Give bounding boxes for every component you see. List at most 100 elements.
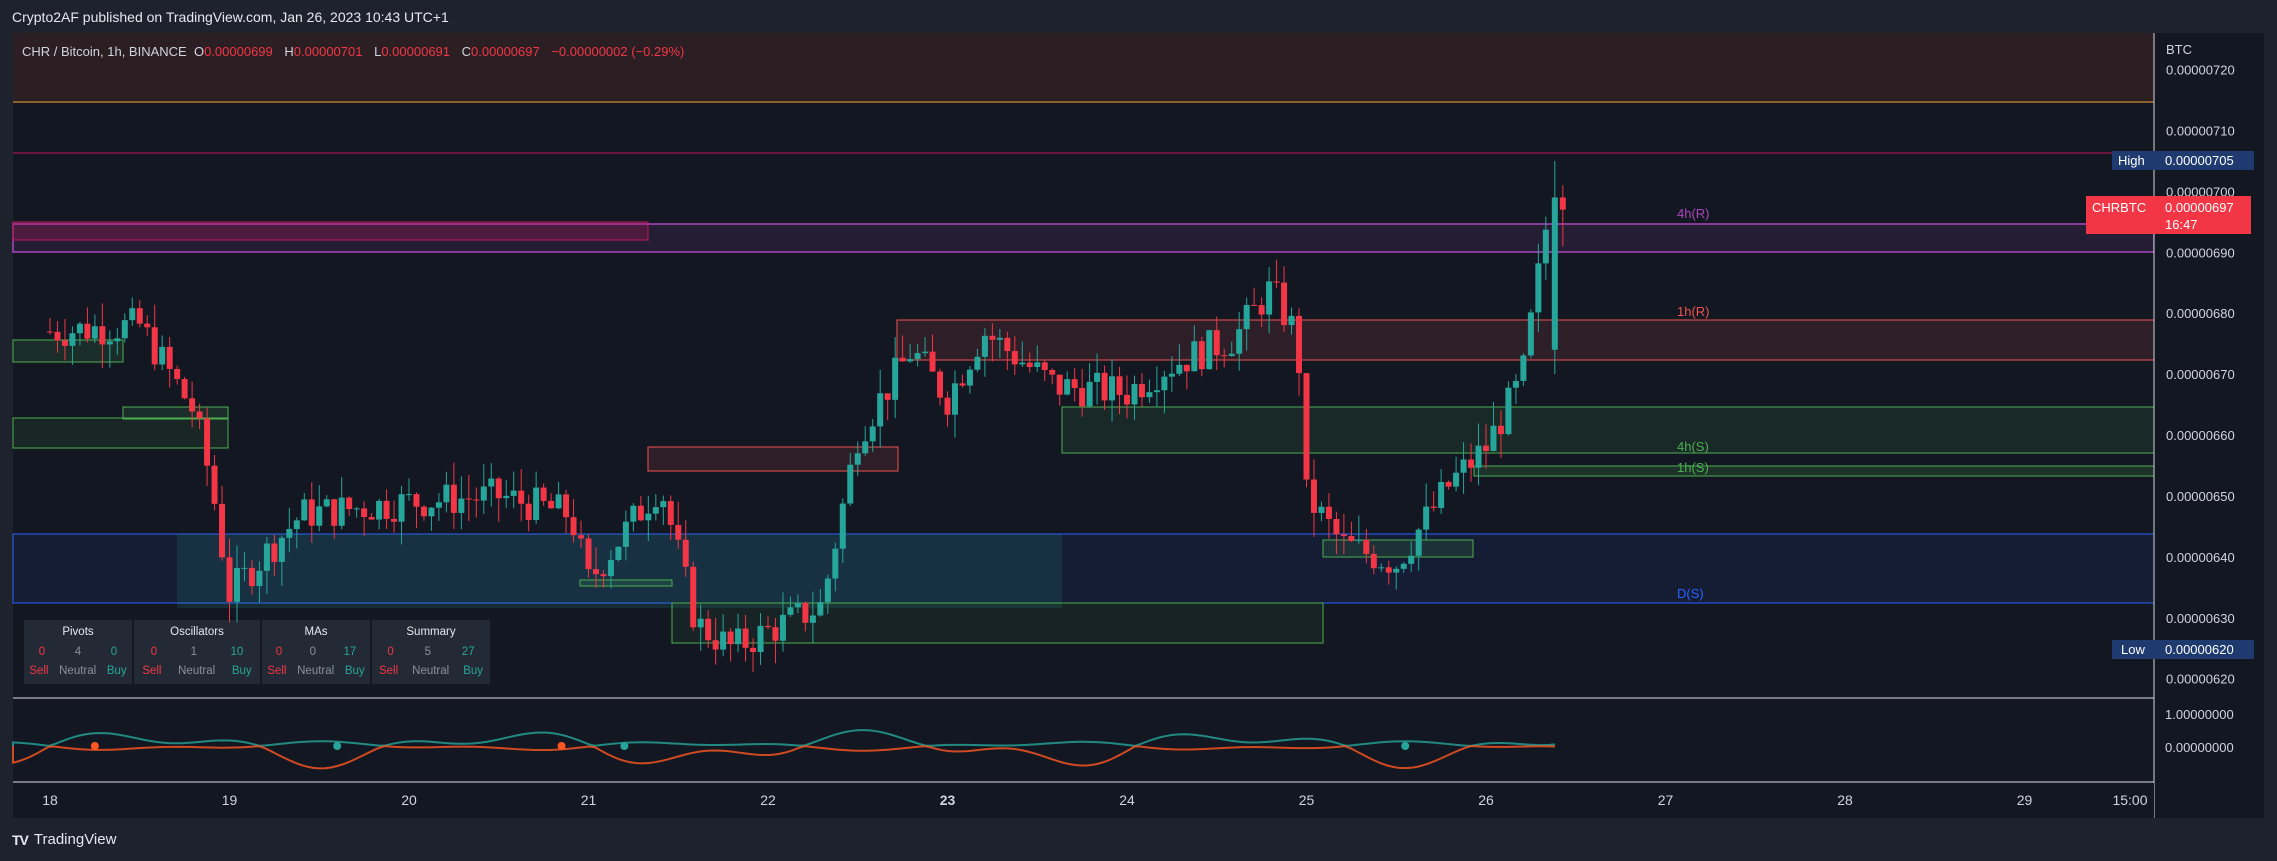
price-tick-label: 0.00000710	[2166, 123, 2235, 138]
low-value: 0.00000620	[2165, 642, 2234, 657]
zone-green-mid	[1322, 539, 1474, 558]
candle-body	[510, 490, 517, 496]
candle-body	[1243, 304, 1250, 330]
candle-body	[61, 340, 68, 346]
low-badge	[2112, 640, 2254, 659]
candle-body	[1034, 362, 1041, 368]
ta-pivots[interactable]: Pivots 0 4 0 Sell Neutral Buy	[24, 620, 132, 684]
price-tick-label: 0.00000630	[2166, 611, 2235, 626]
candle-body	[682, 539, 689, 567]
ta-sell-count: 0	[275, 646, 283, 658]
candle-body	[802, 602, 809, 623]
candle-body	[1363, 539, 1370, 554]
candle-body	[84, 323, 91, 339]
candle-body	[353, 508, 360, 510]
candle-body	[1176, 364, 1183, 374]
candle-body	[1251, 304, 1258, 306]
candle-body	[607, 559, 614, 577]
candle-body	[1303, 373, 1310, 480]
close-value: 0.00000697	[471, 44, 540, 59]
candle-body	[937, 371, 944, 398]
candle-body	[630, 505, 637, 522]
candle-body	[383, 500, 390, 519]
candle-body	[779, 614, 786, 641]
candle-body	[1161, 376, 1168, 391]
candle-body	[323, 499, 330, 507]
candle-body	[1258, 305, 1265, 315]
technical-summary: Pivots 0 4 0 Sell Neutral Buy Oscillators 0 1…	[24, 620, 490, 684]
candle-body	[690, 566, 697, 628]
publish-info: Crypto2AF published on TradingView.com, …	[12, 9, 449, 25]
zone-green-left2	[12, 417, 229, 449]
candle-body	[338, 497, 345, 526]
candle-body	[1183, 364, 1190, 372]
brand-name: TradingView	[33, 831, 117, 848]
candle-body	[1004, 337, 1011, 352]
candle-body	[1266, 281, 1273, 315]
ta-oscillators[interactable]: Oscillators 0 1 10 Sell Neutral Buy	[134, 620, 260, 684]
ta-neutral-count: 1	[190, 646, 197, 658]
candle-body	[959, 383, 966, 386]
candle-body	[862, 441, 869, 454]
candle-body	[600, 574, 607, 577]
ta-title: Summary	[406, 626, 456, 638]
candle-body	[301, 499, 308, 521]
zone-1h-support	[1473, 465, 2155, 477]
price-axis-unit: BTC	[2166, 42, 2192, 57]
candle-body	[248, 567, 255, 587]
ta-summary[interactable]: Summary 0 5 27 Sell Neutral Buy	[372, 620, 490, 684]
candle-body	[286, 529, 293, 538]
candle-body	[1551, 197, 1558, 350]
ta-sell-count: 0	[150, 646, 158, 658]
candle-body	[69, 333, 76, 346]
candle-body	[1325, 506, 1332, 519]
ta-mas[interactable]: MAs 0 0 17 Sell Neutral Buy	[262, 620, 370, 684]
candle-body	[1468, 459, 1475, 468]
oscillator-signal-dot	[90, 742, 99, 750]
ta-neutral-label: Neutral	[178, 665, 216, 677]
last-value: 0.00000697	[2165, 200, 2234, 215]
candle-body	[488, 478, 495, 487]
candle-body	[727, 631, 734, 645]
candle-body	[1116, 376, 1123, 395]
candle-body	[391, 518, 398, 522]
time-tick-label: 24	[1119, 792, 1135, 808]
ta-sell-label: Sell	[267, 665, 287, 677]
candle-body	[660, 501, 667, 508]
candle-body	[106, 341, 113, 345]
ta-buy-count: 27	[461, 646, 475, 658]
candle-body	[1310, 479, 1317, 513]
tradingview-brand[interactable]: TV TradingView	[12, 831, 116, 848]
symbol-title: CHR / Bitcoin, 1h, BINANCE	[22, 44, 187, 59]
candle-body	[211, 465, 218, 504]
oscillator-wave-down	[12, 745, 1556, 770]
candle-body	[346, 497, 353, 510]
candle-body	[1191, 341, 1198, 372]
ta-buy-label: Buy	[344, 665, 365, 677]
high-badge	[2112, 151, 2254, 170]
candle-body	[892, 357, 899, 400]
symbol-legend: CHR / Bitcoin, 1h, BINANCE O0.00000699 H…	[22, 44, 692, 59]
ta-buy-count: 0	[110, 646, 118, 658]
zone-1h-resistance	[896, 319, 2155, 361]
ta-neutral-count: 5	[424, 646, 431, 658]
candle-body	[181, 379, 188, 399]
candle-body	[645, 513, 652, 521]
zone-green-small	[579, 579, 673, 587]
candle-body	[974, 356, 981, 370]
candle-body	[1385, 567, 1392, 573]
zone-label-4h-r: 4h(R)	[1677, 206, 1710, 221]
candle-body	[555, 494, 562, 509]
candle-body	[361, 508, 368, 517]
candle-body	[1378, 567, 1385, 569]
last-price-badge	[2086, 196, 2251, 234]
candle-body	[76, 323, 83, 334]
candle-body	[929, 351, 936, 372]
candle-body	[1273, 281, 1280, 283]
candle-body	[99, 326, 106, 345]
candle-body	[316, 506, 323, 526]
high-label: High	[2118, 153, 2145, 168]
open-label: O	[193, 44, 205, 59]
high-value: 0.00000705	[2165, 153, 2234, 168]
